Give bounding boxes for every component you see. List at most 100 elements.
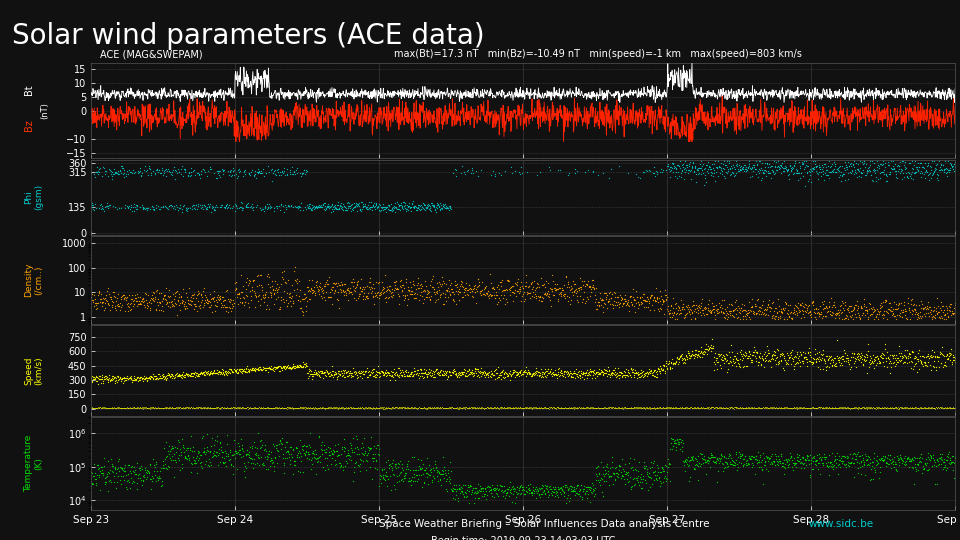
Point [278, 296, 294, 305]
Point [650, 403, 665, 412]
Point [653, 479, 668, 488]
Point [512, 284, 527, 293]
Point [406, 453, 421, 462]
Point [124, 168, 139, 177]
Point [884, 351, 900, 360]
Point [542, 366, 558, 375]
Point [232, 366, 248, 375]
Point [199, 171, 214, 180]
Point [447, 494, 463, 503]
Point [331, 204, 347, 212]
Point [516, 403, 532, 412]
Point [160, 403, 176, 412]
Point [915, 360, 930, 369]
Point [630, 303, 645, 312]
Point [832, 455, 848, 464]
Point [829, 336, 845, 345]
Point [310, 456, 325, 465]
Point [946, 353, 960, 361]
Point [418, 404, 433, 413]
Point [292, 203, 307, 212]
Point [84, 468, 99, 476]
Point [681, 306, 696, 315]
Point [312, 432, 327, 441]
Point [249, 404, 264, 413]
Point [889, 167, 904, 176]
Point [374, 368, 390, 376]
Point [424, 283, 440, 292]
Point [432, 205, 447, 213]
Point [192, 369, 207, 378]
Text: Solar wind parameters (ACE data): Solar wind parameters (ACE data) [12, 22, 484, 50]
Point [528, 494, 543, 502]
Point [276, 461, 292, 469]
Point [813, 404, 828, 413]
Point [264, 364, 279, 373]
Point [917, 361, 932, 369]
Point [605, 368, 620, 377]
Point [457, 286, 472, 294]
Point [451, 484, 467, 493]
Point [506, 368, 521, 376]
Point [849, 452, 864, 461]
Point [794, 299, 809, 307]
Point [167, 205, 182, 213]
Point [795, 453, 810, 461]
Point [687, 163, 703, 171]
Point [578, 487, 593, 495]
Point [225, 403, 240, 411]
Point [779, 300, 794, 308]
Point [396, 368, 411, 376]
Point [152, 165, 167, 174]
Point [266, 467, 281, 475]
Point [772, 403, 787, 412]
Point [93, 289, 108, 298]
Point [287, 362, 302, 370]
Point [717, 403, 732, 412]
Point [726, 403, 741, 412]
Point [425, 403, 441, 412]
Point [396, 403, 412, 411]
Point [903, 299, 919, 308]
Point [594, 294, 610, 303]
Point [107, 168, 122, 177]
Point [737, 451, 753, 460]
Point [500, 485, 516, 494]
Point [152, 474, 167, 483]
Point [858, 452, 874, 461]
Point [641, 299, 657, 307]
Point [689, 303, 705, 312]
Point [837, 175, 852, 184]
Point [394, 287, 409, 295]
Point [179, 443, 194, 452]
Point [144, 403, 159, 412]
Point [248, 403, 263, 412]
Point [662, 403, 678, 411]
Point [882, 299, 898, 307]
Point [244, 443, 259, 452]
Point [304, 369, 320, 378]
Point [271, 282, 286, 291]
Point [920, 403, 935, 411]
Point [570, 480, 586, 489]
Point [719, 168, 734, 177]
Point [942, 355, 957, 364]
Point [473, 487, 489, 496]
Point [817, 356, 832, 365]
Point [477, 284, 492, 292]
Point [550, 403, 565, 411]
Point [715, 308, 731, 316]
Point [465, 403, 480, 411]
Point [859, 307, 875, 316]
Point [686, 463, 702, 472]
Point [359, 205, 374, 213]
Point [812, 458, 828, 467]
Point [540, 492, 556, 501]
Point [781, 460, 797, 469]
Point [399, 460, 415, 468]
Point [737, 403, 753, 412]
Point [356, 434, 372, 443]
Point [364, 289, 379, 298]
Point [375, 203, 391, 212]
Point [945, 356, 960, 364]
